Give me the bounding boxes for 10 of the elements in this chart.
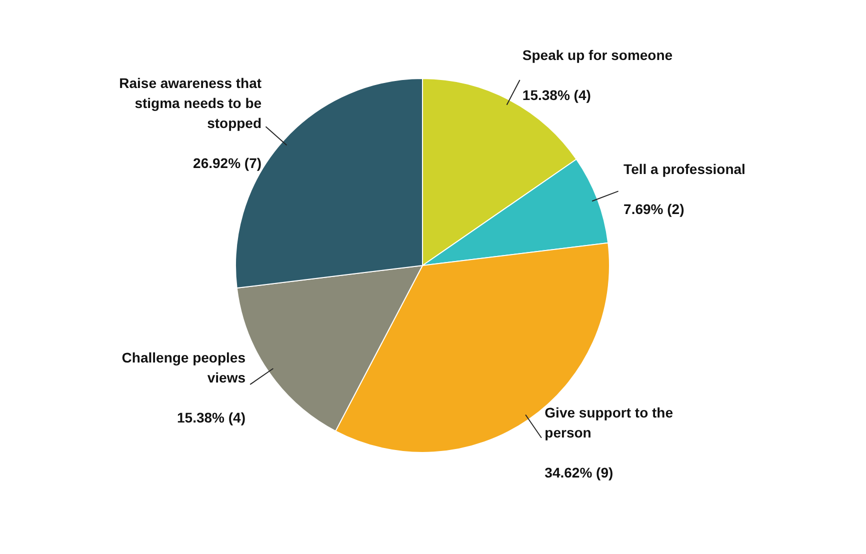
slice-label: Raise awareness that stigma needs to be stopped: [119, 74, 262, 131]
data-label: 34.62% (9): [544, 464, 614, 480]
slice-label: Speak up for someone: [522, 47, 673, 64]
data-label: 7.69% (2): [624, 201, 684, 218]
data-label: 26.92% (7): [193, 154, 262, 171]
slice-label: Give support to the person: [544, 404, 674, 440]
data-label: 15.38% (4): [177, 410, 246, 426]
data-label: 15.38% (4): [522, 87, 591, 104]
slice-label: Tell a professional: [624, 161, 746, 178]
slice-label: Challenge peoples views: [122, 350, 246, 386]
